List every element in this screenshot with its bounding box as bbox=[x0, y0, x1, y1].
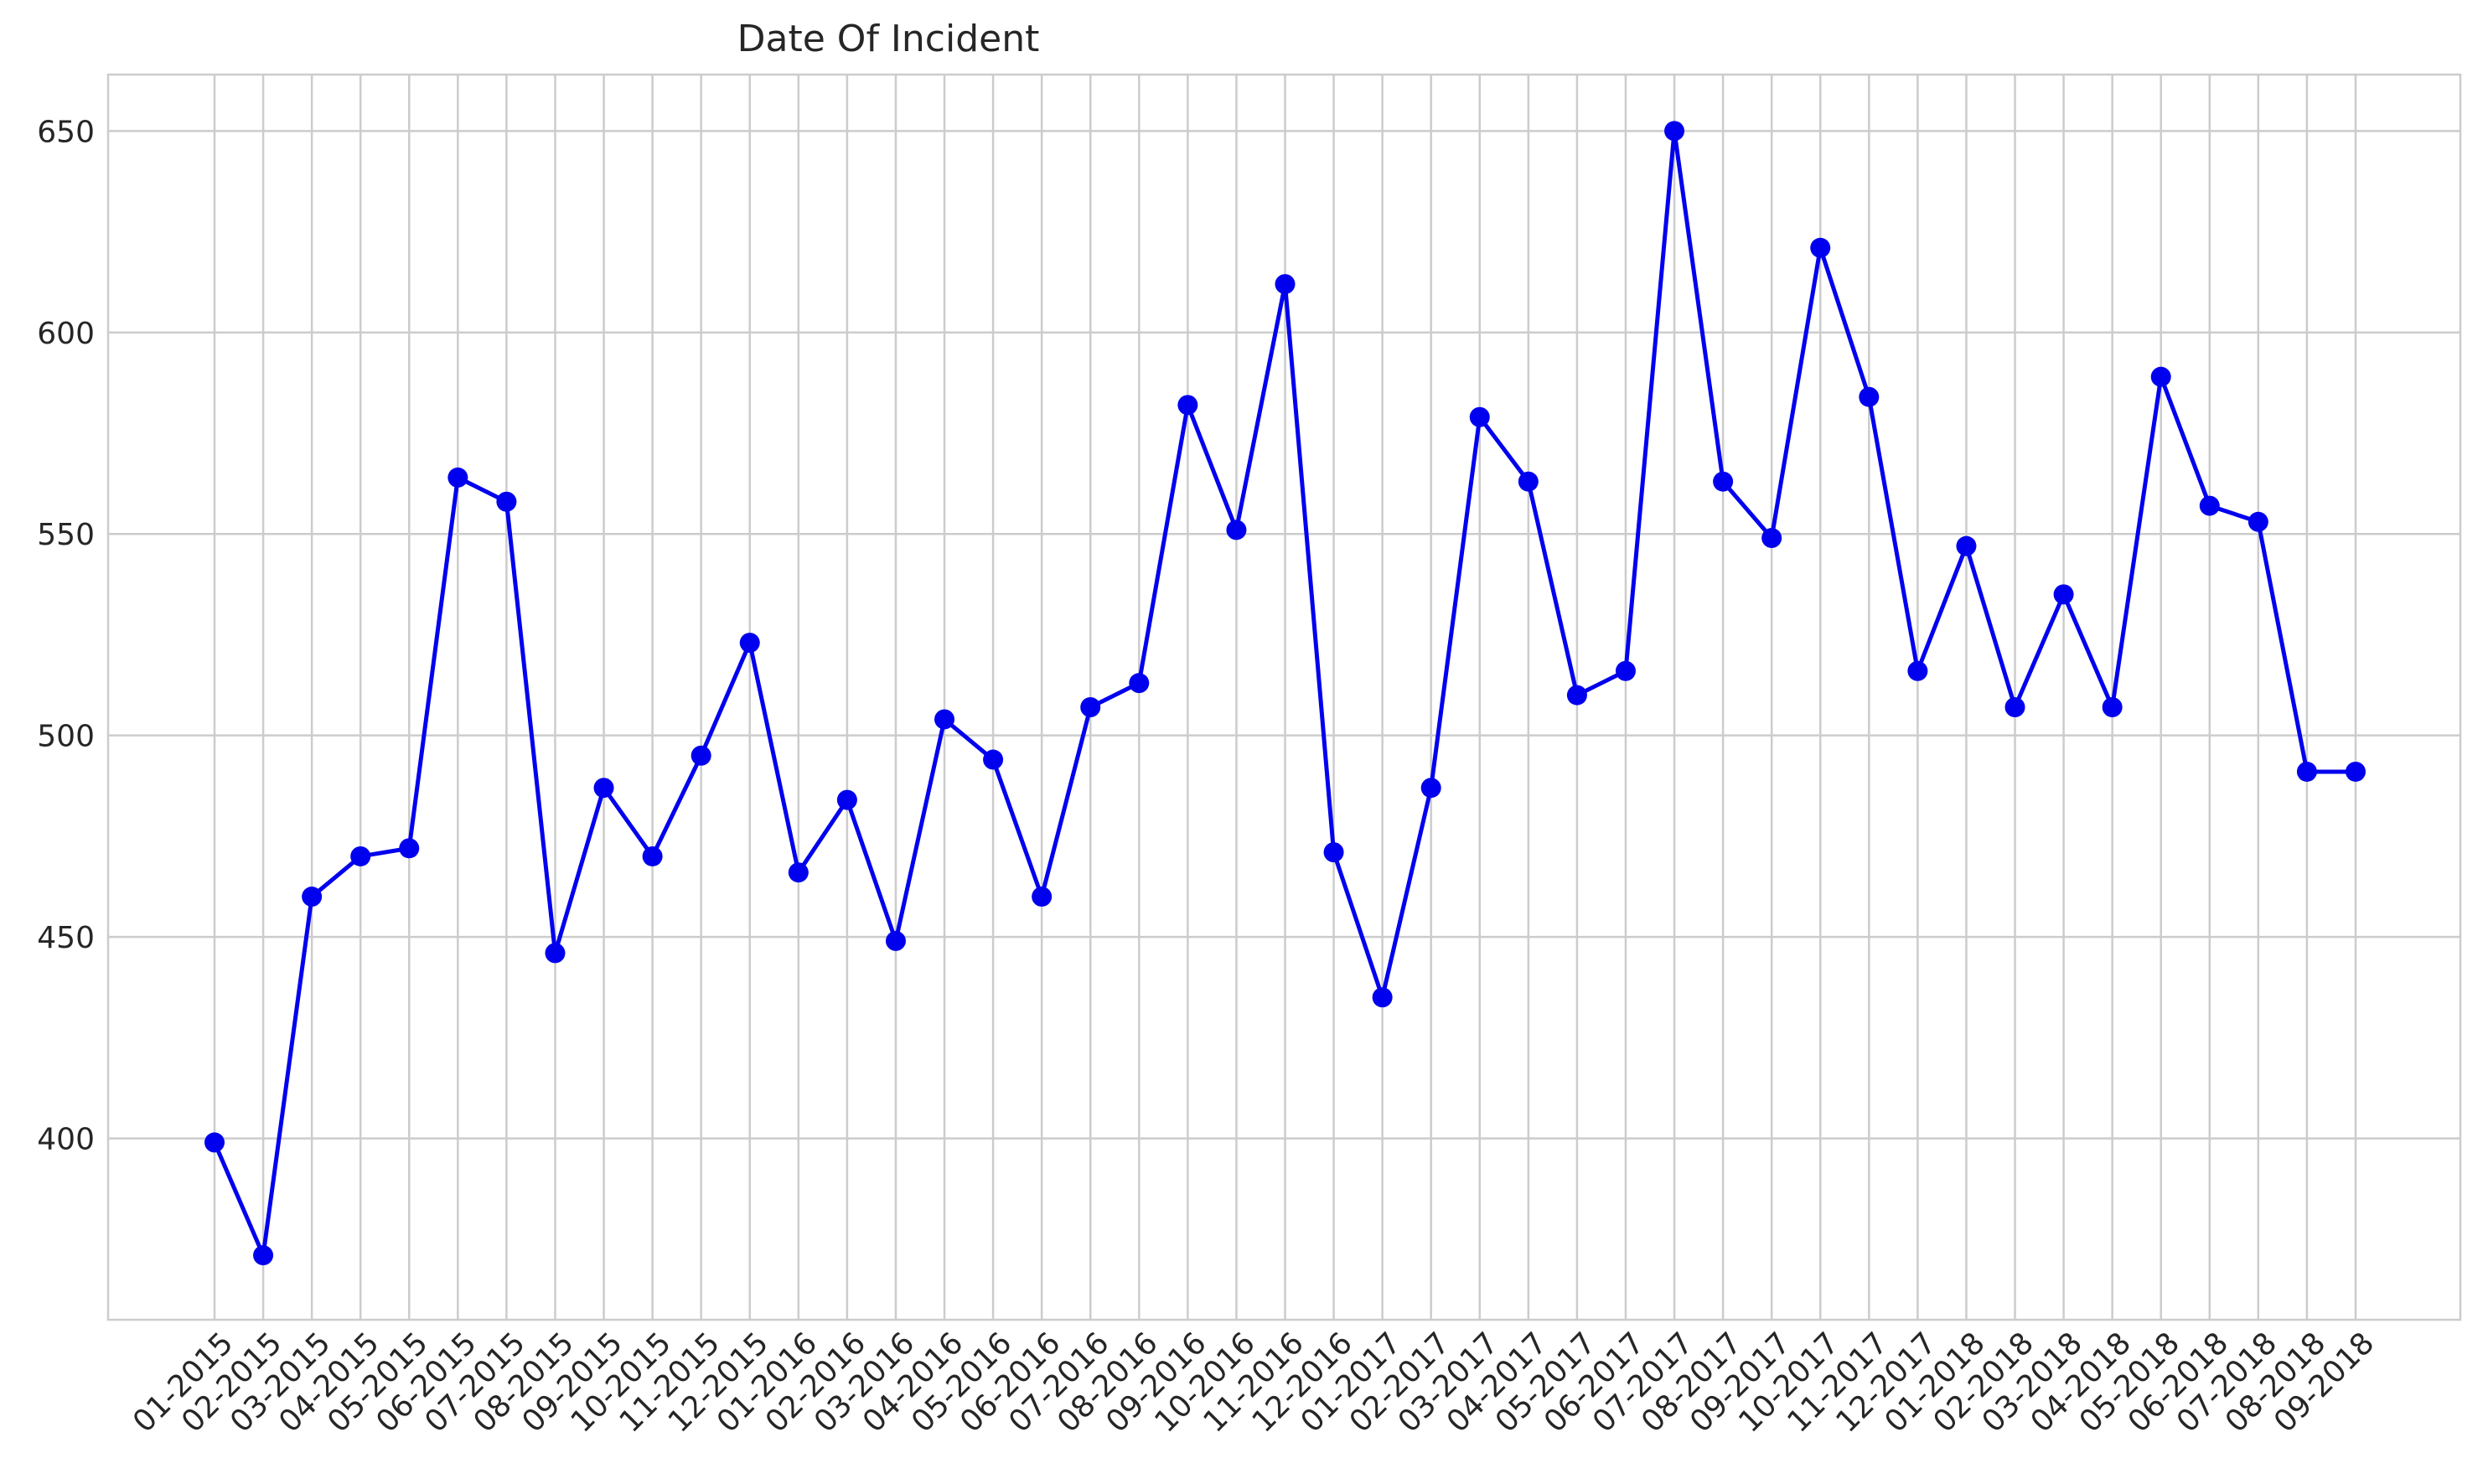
data-point bbox=[1372, 987, 1393, 1008]
data-point bbox=[1664, 121, 1685, 142]
data-point bbox=[2346, 761, 2366, 782]
chart-title: Date Of Incident bbox=[737, 18, 1040, 60]
data-point bbox=[2150, 366, 2171, 387]
data-point bbox=[1177, 395, 1198, 416]
series-layer bbox=[204, 121, 2366, 1266]
data-point bbox=[1129, 673, 1150, 694]
data-point bbox=[2053, 584, 2074, 605]
data-point bbox=[739, 633, 760, 654]
data-point bbox=[1323, 842, 1344, 863]
data-point bbox=[204, 1132, 225, 1153]
data-point bbox=[545, 943, 566, 964]
data-point bbox=[496, 491, 517, 512]
data-point bbox=[691, 745, 711, 766]
data-point bbox=[2102, 697, 2123, 718]
data-point bbox=[1761, 528, 1782, 549]
data-point bbox=[983, 749, 1004, 770]
y-tick-label: 500 bbox=[37, 720, 95, 754]
data-point bbox=[1275, 274, 1296, 295]
data-point bbox=[447, 467, 468, 488]
data-point bbox=[1615, 660, 1636, 681]
data-point bbox=[1566, 685, 1587, 706]
y-tick-label: 400 bbox=[37, 1123, 95, 1157]
data-point bbox=[1956, 535, 1977, 556]
data-point bbox=[642, 845, 663, 866]
data-point bbox=[2199, 495, 2220, 516]
data-point bbox=[885, 930, 906, 951]
data-point bbox=[1907, 660, 1928, 681]
data-point bbox=[1032, 887, 1053, 907]
data-point bbox=[593, 778, 614, 799]
data-point bbox=[1810, 237, 1831, 258]
data-point bbox=[2296, 761, 2317, 782]
grid-layer bbox=[108, 75, 2460, 1320]
data-point bbox=[2004, 697, 2025, 718]
data-point bbox=[1859, 386, 1880, 407]
data-point bbox=[350, 845, 371, 866]
data-point bbox=[934, 709, 955, 730]
y-tick-label: 550 bbox=[37, 518, 95, 552]
data-point bbox=[1469, 406, 1490, 427]
data-point bbox=[253, 1245, 274, 1266]
data-point bbox=[302, 887, 323, 907]
y-tick-label: 650 bbox=[37, 115, 95, 149]
plot-frame bbox=[106, 73, 2462, 1321]
data-point bbox=[788, 862, 809, 883]
x-axis: 01-201502-201503-201504-201505-201506-20… bbox=[127, 1326, 2381, 1439]
data-point bbox=[1226, 520, 1247, 540]
y-axis: 400 450 500 550 600 650 bbox=[37, 115, 95, 1156]
data-point bbox=[1518, 471, 1539, 492]
data-point bbox=[1713, 471, 1734, 492]
y-tick-label: 450 bbox=[37, 921, 95, 955]
data-point bbox=[836, 789, 857, 810]
y-tick-label: 600 bbox=[37, 317, 95, 351]
data-point bbox=[1080, 697, 1101, 718]
data-point bbox=[399, 838, 420, 859]
data-point bbox=[2247, 511, 2268, 532]
data-point bbox=[1420, 778, 1441, 799]
